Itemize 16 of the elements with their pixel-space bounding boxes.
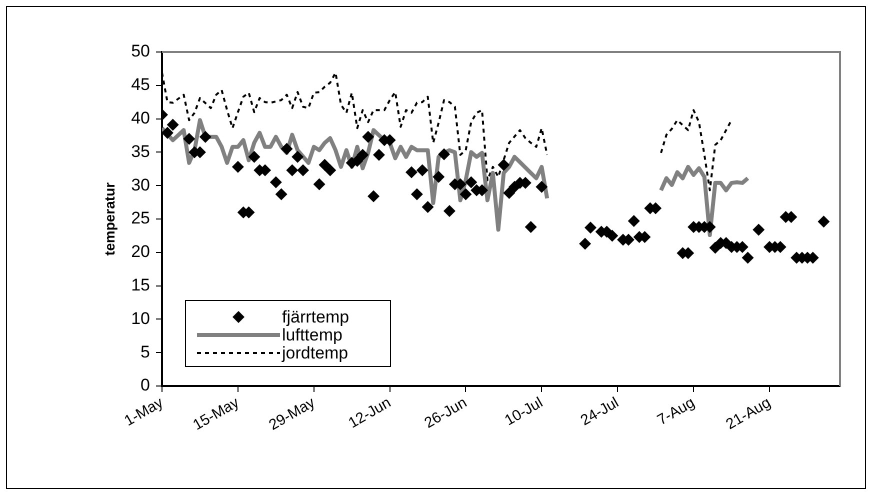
y-tick-label: 50 xyxy=(131,42,150,61)
x-tick-label: 7-Aug xyxy=(654,394,698,429)
legend-label: lufttemp xyxy=(282,326,342,345)
y-tick-label: 0 xyxy=(140,376,150,395)
y-tick-label: 35 xyxy=(131,142,150,161)
y-tick-label: 25 xyxy=(131,208,150,228)
y-axis-title: temperatur xyxy=(101,182,118,256)
y-tick-label: 40 xyxy=(131,108,150,128)
y-tick-label: 45 xyxy=(131,75,150,94)
legend-label: jordtemp xyxy=(281,344,348,363)
legend-label: fjärrtemp xyxy=(282,308,350,327)
y-tick-label: 20 xyxy=(131,242,150,262)
y-tick-label: 10 xyxy=(131,308,150,328)
y-tick-label: 30 xyxy=(131,175,150,194)
y-tick-label: 5 xyxy=(140,342,150,362)
y-tick-label: 15 xyxy=(131,275,150,294)
